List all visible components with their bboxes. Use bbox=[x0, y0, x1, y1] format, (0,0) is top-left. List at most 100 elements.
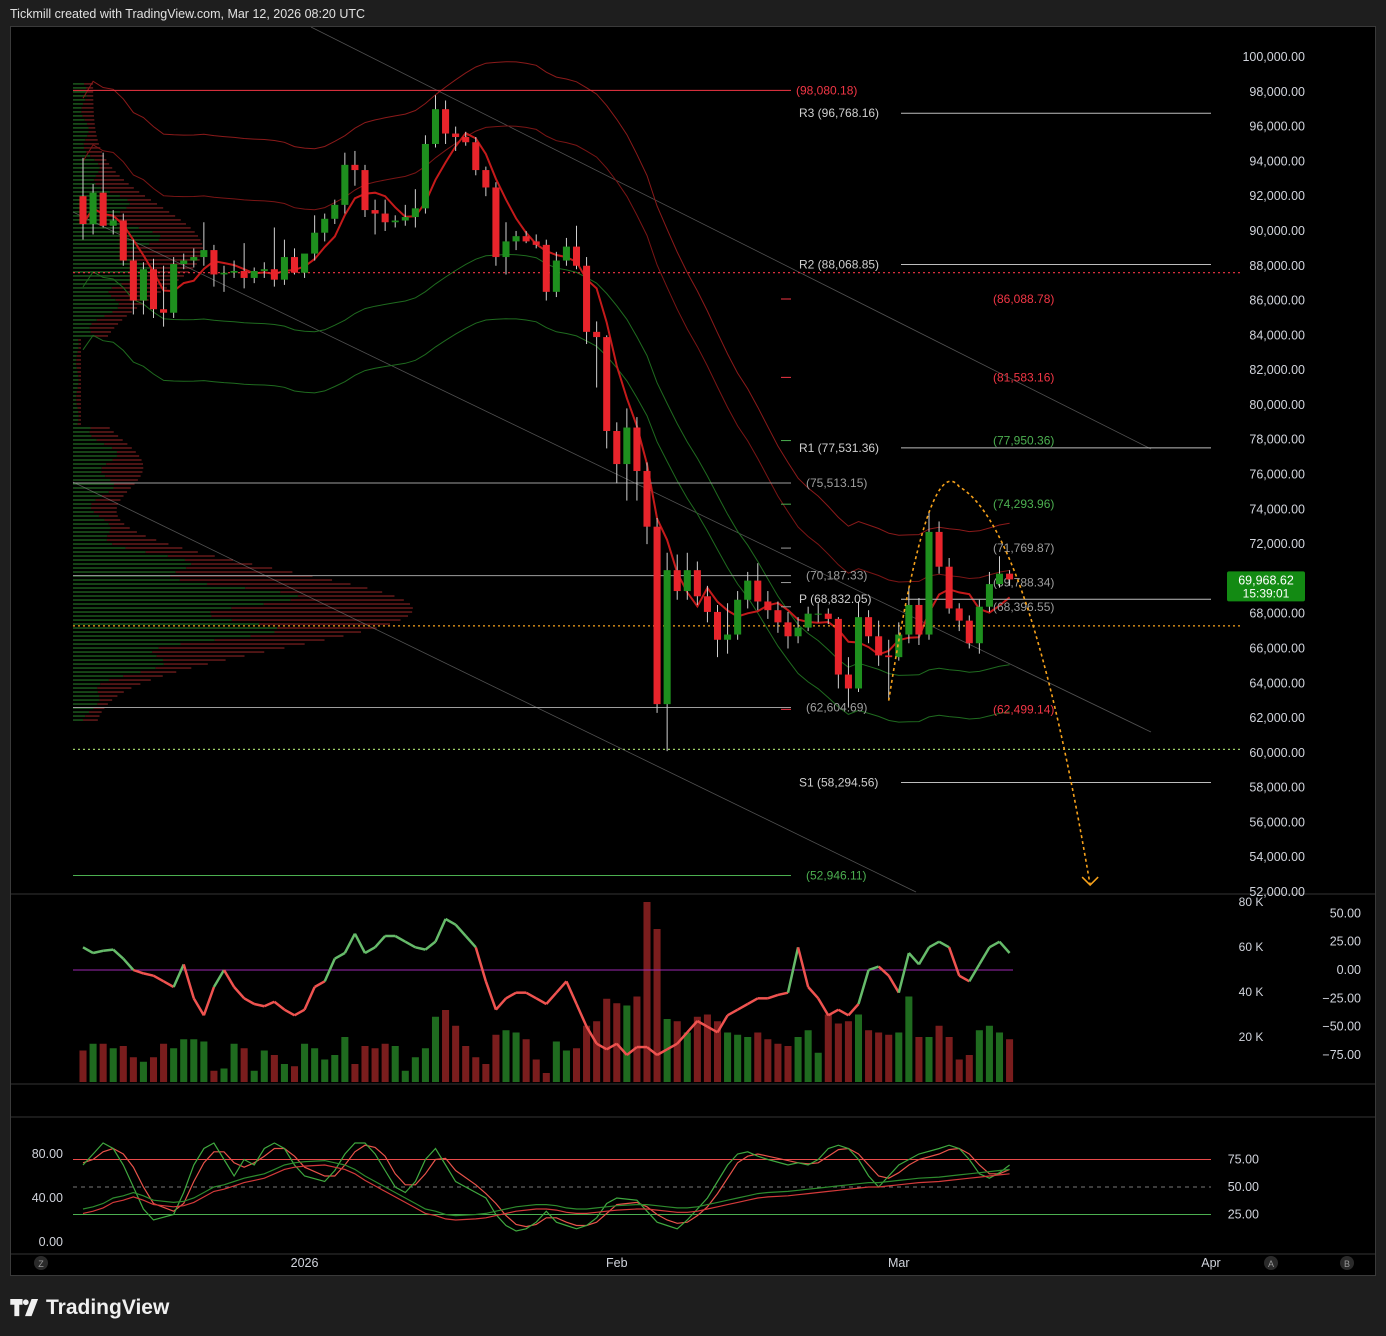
volume-profile-up-bar bbox=[73, 163, 99, 165]
price-axis-tick: 92,000.00 bbox=[1249, 189, 1305, 203]
candle-up bbox=[301, 253, 309, 273]
cvd-segment bbox=[686, 1020, 699, 1034]
volume-profile-down-bar bbox=[89, 711, 102, 713]
price-axis-tick: 88,000.00 bbox=[1249, 259, 1305, 273]
candle-up bbox=[512, 236, 520, 242]
volume-profile-down-bar bbox=[106, 539, 157, 541]
volume-profile-down-bar bbox=[100, 683, 141, 685]
volume-profile-up-bar bbox=[73, 619, 232, 621]
candles bbox=[79, 95, 1014, 752]
volume-bar bbox=[160, 1043, 168, 1082]
oscillator-k-line bbox=[82, 1142, 1010, 1232]
volume-profile-down-bar bbox=[101, 471, 143, 473]
time-axis-year-label: 2026 bbox=[291, 1256, 319, 1270]
chart-frame[interactable]: (98,080.18) (86,088.78) (81,583.16) (77,950… bbox=[10, 26, 1376, 1276]
volume-profile-down-bar bbox=[78, 379, 81, 381]
price-level-label: (62,604.69) bbox=[806, 701, 867, 715]
volume-profile-up-bar bbox=[73, 655, 157, 657]
candle-down bbox=[351, 164, 359, 171]
chart-canvas[interactable]: (98,080.18) (86,088.78) (81,583.16) (77,950… bbox=[11, 27, 1375, 1275]
price-level-label: (62,499.14) bbox=[993, 702, 1054, 716]
volume-profile-up-bar bbox=[73, 135, 88, 137]
volume-bar bbox=[1006, 1039, 1014, 1082]
volume-profile-down-bar bbox=[104, 443, 128, 445]
channel-middle-line bbox=[72, 211, 1152, 733]
oscillator-right-tick: 75.00 bbox=[1228, 1153, 1259, 1167]
cvd-segment bbox=[656, 1048, 668, 1057]
pivot-level-label: P (68,832.05) bbox=[799, 592, 872, 606]
cvd-segment bbox=[837, 1008, 850, 1017]
current-price-label: 69,968.62 bbox=[1238, 573, 1294, 587]
candle-down bbox=[885, 655, 893, 658]
volume-profile-down-bar bbox=[179, 579, 333, 581]
volume-profile-up-bar bbox=[73, 367, 77, 369]
candle-up bbox=[190, 257, 198, 261]
time-axis-month-label: Apr bbox=[1201, 1256, 1220, 1270]
volume-bar bbox=[824, 1014, 832, 1082]
volume-profile-up-bar bbox=[73, 111, 82, 113]
volume-profile-down-bar bbox=[113, 487, 131, 489]
cvd-segment bbox=[565, 980, 578, 1005]
volume-profile-down-bar bbox=[85, 99, 94, 101]
volume-profile-down-bar bbox=[116, 451, 136, 453]
volume-bar bbox=[180, 1039, 188, 1082]
price-level-label: (86,088.78) bbox=[993, 292, 1054, 306]
candle-down bbox=[603, 337, 611, 432]
axis-option-icon[interactable] bbox=[1264, 1256, 1278, 1270]
volume-profile-up-bar bbox=[73, 251, 127, 253]
volume-profile-up-bar bbox=[73, 331, 91, 333]
oscillator-left-tick: 0.00 bbox=[39, 1235, 63, 1249]
volume-profile-down-bar bbox=[88, 131, 96, 133]
volume-profile-up-bar bbox=[73, 411, 79, 413]
volume-profile-down-bar bbox=[76, 395, 81, 397]
volume-profile-up-bar bbox=[73, 571, 176, 573]
volume-profile-up-bar bbox=[73, 243, 150, 245]
cvd-segment bbox=[767, 993, 779, 1000]
volume-profile-down-bar bbox=[96, 439, 123, 441]
volume-profile-up-bar bbox=[73, 539, 107, 541]
volume-profile-down-bar bbox=[78, 411, 81, 413]
volume-profile-up-bar bbox=[73, 407, 78, 409]
volume-bar bbox=[361, 1046, 369, 1082]
volume-profile-down-bar bbox=[94, 159, 107, 161]
cvd-segment bbox=[484, 980, 498, 1011]
volume-profile-up-bar bbox=[73, 467, 102, 469]
volume-profile-up-bar bbox=[73, 191, 110, 193]
price-axis-tick: 100,000.00 bbox=[1242, 50, 1305, 64]
candle-down bbox=[774, 610, 782, 623]
cvd-segment bbox=[827, 1008, 839, 1017]
volume-profile-down-bar bbox=[81, 107, 94, 109]
volume-profile-up-bar bbox=[73, 587, 246, 589]
cvd-segment bbox=[706, 1025, 719, 1034]
volume-profile-down-bar bbox=[155, 667, 192, 669]
volume-profile-up-bar bbox=[73, 187, 101, 189]
cvd-segment bbox=[978, 946, 991, 965]
volume-profile-up-bar bbox=[73, 267, 152, 269]
cvd-segment bbox=[585, 1026, 598, 1045]
cvd-segment bbox=[817, 997, 830, 1016]
volume-profile-down-bar bbox=[76, 391, 81, 393]
volume-bar bbox=[270, 1055, 278, 1082]
price-axis-tick: 64,000.00 bbox=[1249, 676, 1305, 690]
cvd-segment bbox=[263, 1000, 275, 1008]
volume-bar bbox=[421, 1048, 429, 1082]
volume-profile-up-bar bbox=[73, 399, 77, 401]
cvd-segment bbox=[696, 1019, 709, 1028]
axis-option-icon[interactable] bbox=[1340, 1256, 1354, 1270]
volume-profile-up-bar bbox=[73, 355, 77, 357]
volume-bar bbox=[603, 998, 611, 1082]
volume-profile-down-bar bbox=[126, 207, 164, 209]
lower-band-outer bbox=[82, 318, 1010, 723]
cvd-segment bbox=[907, 952, 920, 966]
candle-up bbox=[421, 143, 429, 209]
cvd-segment bbox=[747, 997, 759, 1006]
volume-bar bbox=[431, 1016, 440, 1082]
axis-option-icon[interactable] bbox=[34, 1256, 48, 1270]
candle-down bbox=[240, 270, 248, 278]
volume-bar bbox=[552, 1041, 560, 1082]
volume-profile-up-bar bbox=[73, 615, 212, 617]
cvd-axis-tick: 50.00 bbox=[1330, 906, 1361, 920]
candle-up bbox=[814, 613, 822, 615]
volume-profile-down-bar bbox=[87, 135, 97, 137]
volume-profile-up-bar bbox=[73, 287, 112, 289]
